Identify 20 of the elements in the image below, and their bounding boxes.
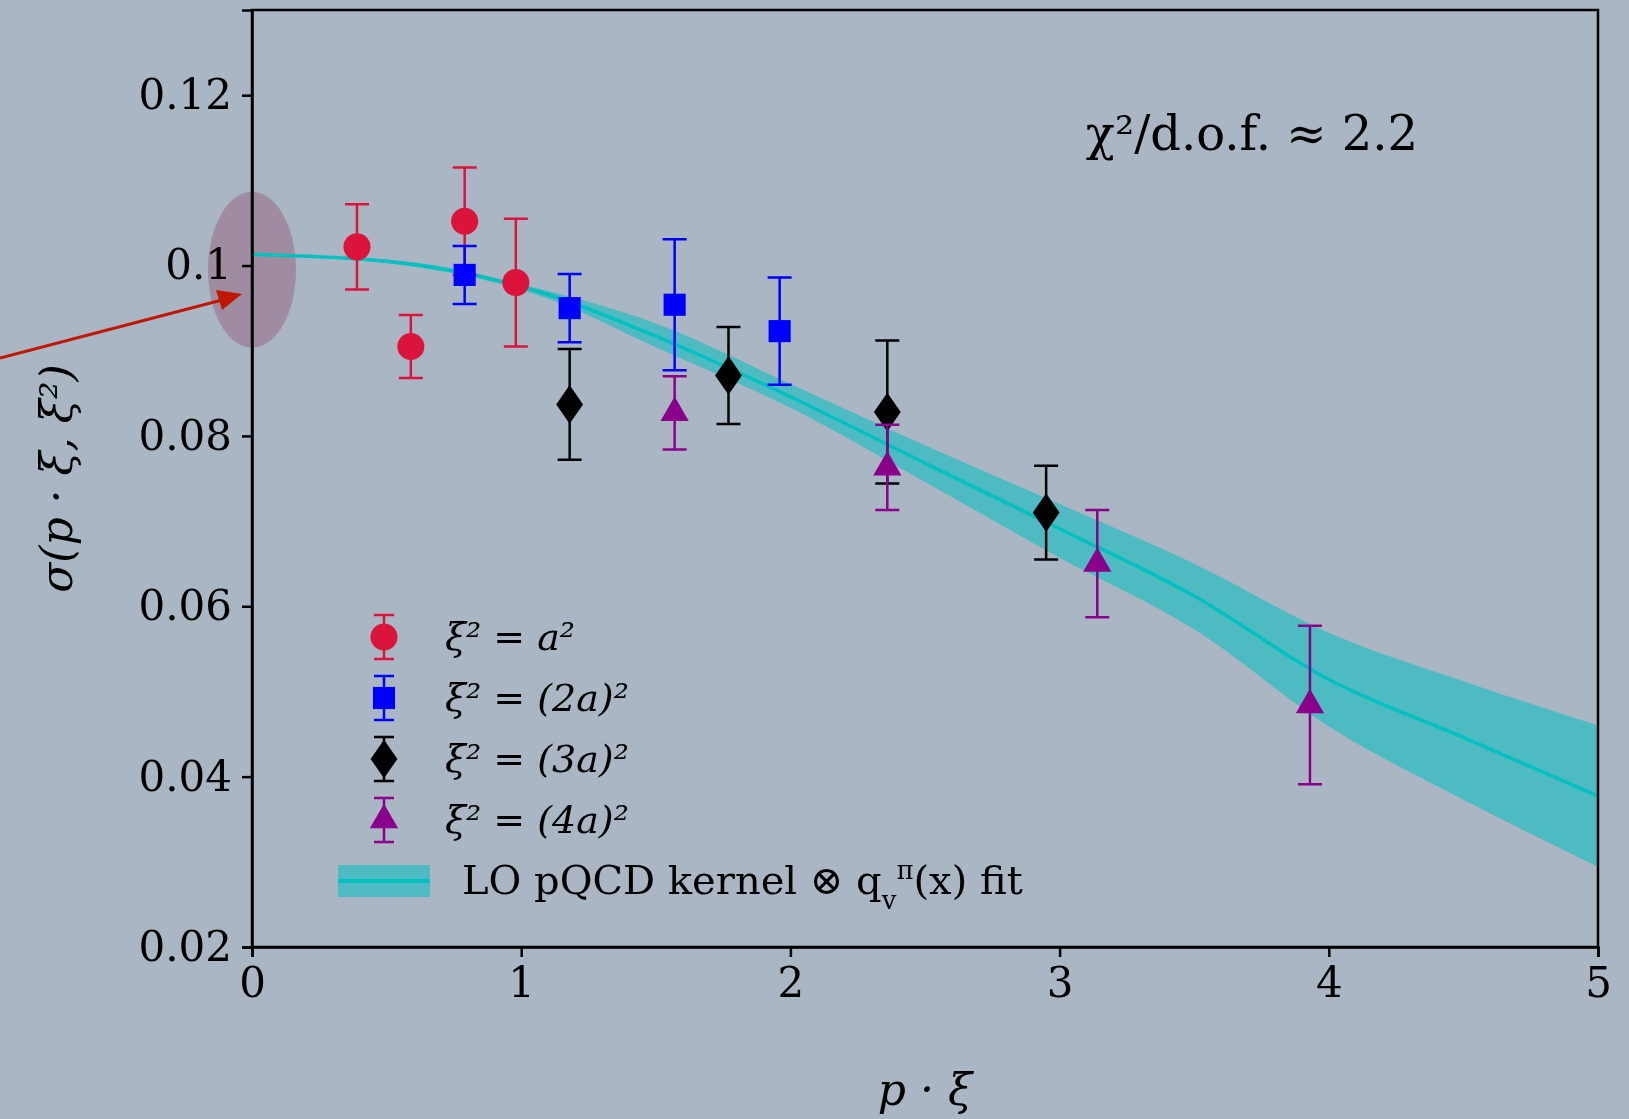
y-tick-label: 0.08	[138, 410, 232, 460]
y-tick-label: 0.02	[138, 921, 232, 971]
x-axis-title: p · ξ	[877, 1064, 975, 1115]
x-tick-label: 0	[239, 957, 266, 1007]
x-tick-label: 1	[508, 957, 536, 1007]
y-tick-label: 0.1	[165, 240, 232, 290]
y-tick-label: 0.04	[138, 751, 232, 801]
legend-label: ξ² = (4a)²	[445, 798, 629, 842]
legend-label: LO pQCD kernel ⊗ q$_{v}$$^{π}$(x) fit	[462, 855, 1023, 915]
y-tick-label: 0.12	[138, 70, 232, 120]
x-tick-label: 3	[1046, 957, 1074, 1007]
x-tick-label: 4	[1315, 957, 1343, 1007]
legend-label: ξ² = (3a)²	[445, 737, 629, 781]
y-tick-label: 0.06	[138, 581, 232, 631]
y-axis-title: σ(p · ξ, ξ²)	[31, 364, 82, 593]
x-tick-label: 2	[777, 957, 805, 1007]
annotation: χ²/d.o.f. ≈ 2.2	[1085, 105, 1418, 161]
legend-label: ξ² = a²	[445, 615, 576, 659]
legend-label: ξ² = (2a)²	[445, 676, 629, 720]
x-tick-label: 5	[1585, 957, 1612, 1007]
